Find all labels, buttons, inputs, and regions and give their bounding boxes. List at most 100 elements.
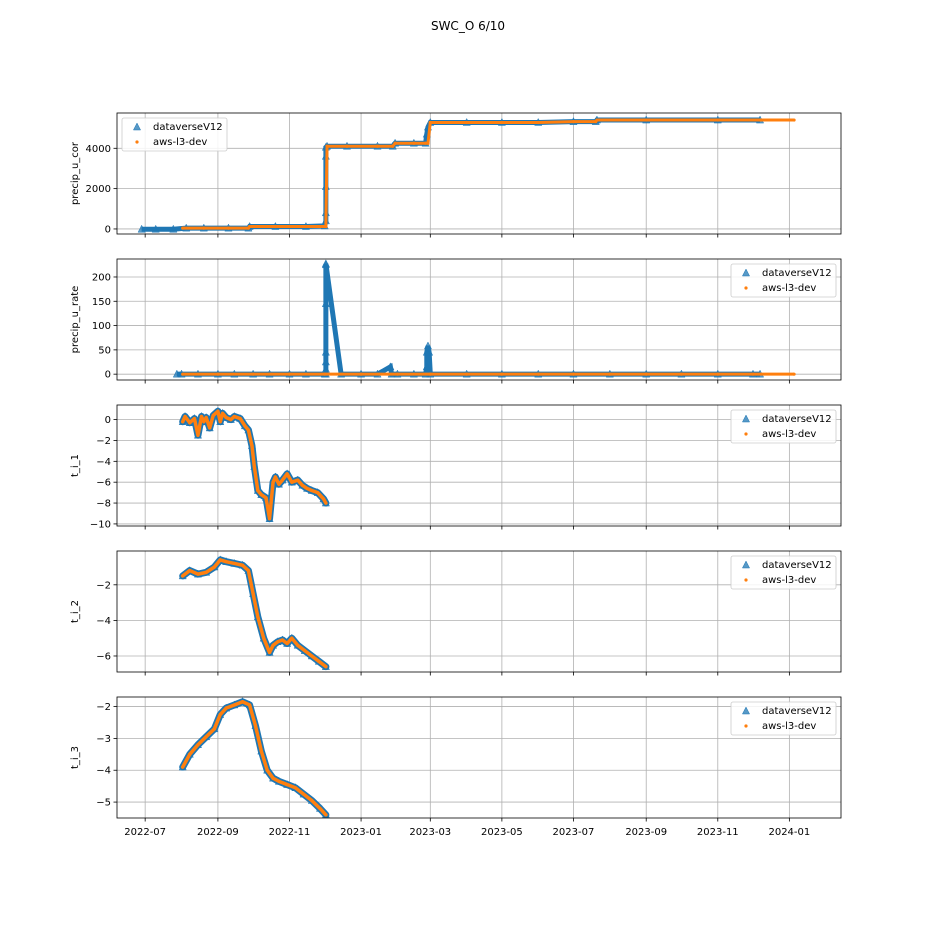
data-point <box>293 786 297 790</box>
series-line <box>141 117 761 232</box>
data-point <box>792 118 796 122</box>
plot-area <box>172 259 796 378</box>
data-point <box>196 572 200 576</box>
data-point <box>296 478 300 482</box>
y-tick-label: 0 <box>105 370 111 381</box>
x-tick-label: 2023-11 <box>697 827 739 838</box>
data-point <box>285 782 289 787</box>
data-point <box>324 501 328 505</box>
subplot-4: −6 −4 −2 t_i_2 dataverseV12 aws-l3-dev <box>70 550 842 676</box>
data-point <box>181 574 185 578</box>
y-tick-label: −3 <box>96 734 111 745</box>
legend-label: aws-l3-dev <box>762 429 816 440</box>
y-tick-label: −5 <box>96 798 111 809</box>
y-tick-label: −4 <box>96 457 111 468</box>
data-point <box>259 493 263 497</box>
data-point <box>188 752 192 756</box>
data-point <box>183 414 187 419</box>
data-point <box>324 813 328 817</box>
data-point <box>321 364 330 373</box>
data-point <box>246 568 251 573</box>
data-point <box>316 491 320 495</box>
data-point <box>393 141 397 145</box>
data-point <box>273 475 278 479</box>
y-tick-label: −2 <box>96 702 111 713</box>
plot-area <box>137 115 796 233</box>
data-point <box>571 372 576 376</box>
data-point <box>465 372 469 376</box>
data-point <box>253 724 258 728</box>
y-tick-label: 0 <box>105 224 111 235</box>
data-point <box>304 224 308 229</box>
data-point <box>375 144 380 148</box>
data-point <box>465 120 469 125</box>
data-point <box>218 558 222 562</box>
data-point <box>256 615 260 619</box>
data-point <box>216 409 220 413</box>
data-point <box>259 749 263 753</box>
data-point <box>181 372 185 376</box>
data-point <box>423 341 432 350</box>
legend: dataverseV12 aws-l3-dev <box>730 555 837 590</box>
legend-label: dataverseV12 <box>153 122 223 133</box>
plot-area <box>178 697 330 818</box>
data-point <box>323 372 327 376</box>
legend-box <box>730 409 837 444</box>
subplots: 020004000precip_u_cordataverseV12aws-l3-… <box>70 112 842 838</box>
x-tick-label: 2023-03 <box>409 827 451 838</box>
y-tick-label: −4 <box>96 766 111 777</box>
data-point <box>188 421 192 425</box>
x-tick-label: 2023-09 <box>625 827 667 838</box>
legend: dataverseV12 aws-l3-dev <box>121 117 228 152</box>
data-point <box>211 413 215 418</box>
data-point <box>202 226 206 230</box>
data-point <box>267 517 272 521</box>
data-point <box>196 433 200 437</box>
data-point <box>321 347 330 356</box>
data-point <box>247 703 252 707</box>
axes-frame <box>116 696 842 819</box>
data-point <box>226 226 231 230</box>
data-point <box>536 120 540 125</box>
data-point <box>196 743 200 747</box>
data-point <box>240 563 245 567</box>
data-point <box>321 299 330 307</box>
data-point <box>321 357 330 366</box>
data-point <box>300 483 305 487</box>
data-point <box>218 712 222 717</box>
axes-frame <box>116 258 842 381</box>
legend-marker-triangle <box>741 560 751 569</box>
data-point <box>243 424 247 428</box>
data-point <box>240 700 245 704</box>
y-axis-label: t_i_1 <box>70 454 81 477</box>
y-tick-label: 200 <box>92 272 111 283</box>
data-point <box>310 654 314 658</box>
data-point <box>310 798 314 803</box>
data-point <box>296 643 300 647</box>
legend-marker-dot <box>744 286 748 290</box>
x-tick-label: 2022-07 <box>124 827 166 838</box>
data-point <box>303 649 307 653</box>
y-tick-label: 2000 <box>86 184 111 195</box>
data-point <box>202 420 206 424</box>
legend-label: aws-l3-dev <box>762 721 816 732</box>
axes-frame <box>116 112 842 235</box>
data-point <box>301 792 306 796</box>
data-point <box>317 659 321 663</box>
data-point <box>500 372 504 376</box>
data-point <box>716 372 720 376</box>
y-tick-label: −8 <box>96 499 111 510</box>
data-point <box>428 372 432 376</box>
y-tick-label: 150 <box>92 297 111 308</box>
data-point <box>212 727 216 731</box>
data-point <box>644 372 648 376</box>
legend-label: aws-l3-dev <box>762 283 816 294</box>
data-point <box>188 568 192 573</box>
y-tick-label: 4000 <box>86 144 111 155</box>
legend: dataverseV12 aws-l3-dev <box>730 263 837 298</box>
data-point <box>500 120 504 125</box>
legend-box <box>730 263 837 298</box>
data-point <box>595 118 599 122</box>
data-point <box>280 638 285 642</box>
data-point <box>181 420 185 424</box>
